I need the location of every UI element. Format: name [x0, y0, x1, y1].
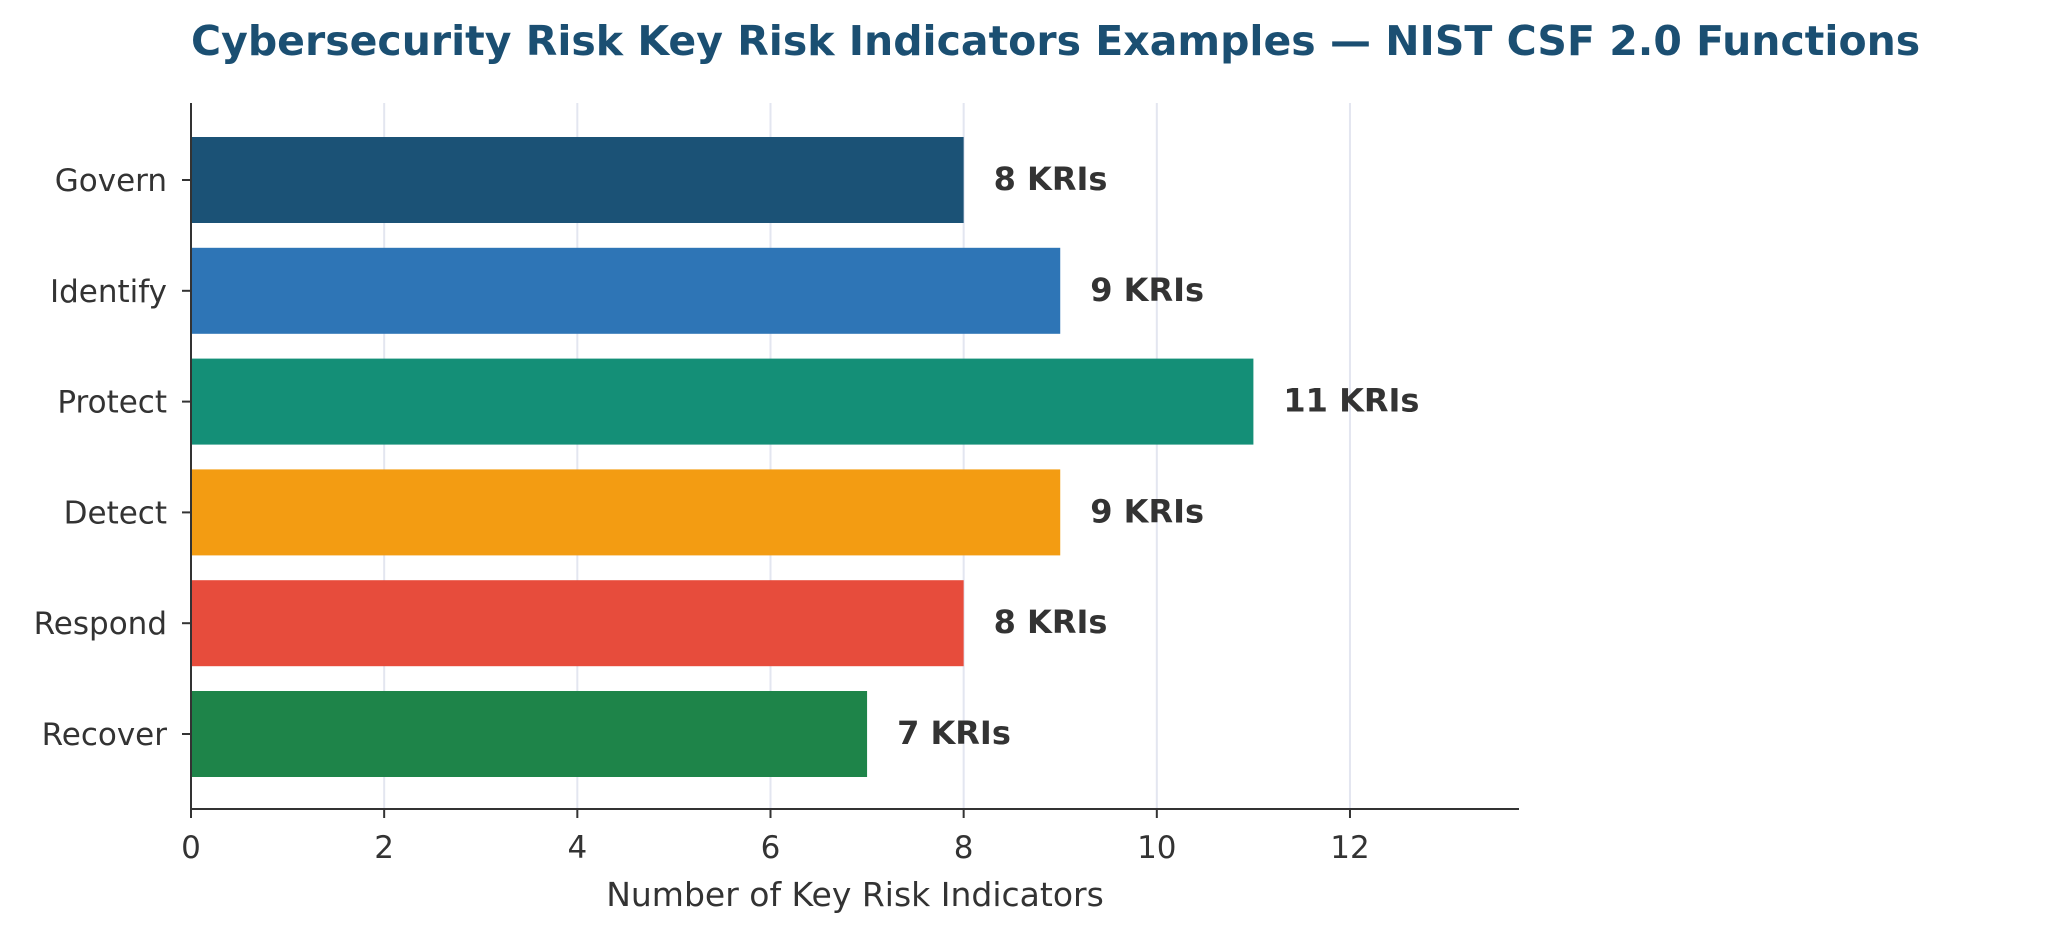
value-label-govern: 8 KRIs	[994, 160, 1108, 198]
x-tick-label: 2	[374, 830, 394, 866]
bar-recover	[191, 691, 868, 777]
bar-protect	[191, 358, 1254, 445]
bar-identify	[191, 247, 1061, 334]
bar-govern	[191, 137, 964, 223]
y-axis-ticks: Govern Identify Protect Detect Respond Recove…	[34, 163, 191, 753]
bar-respond	[191, 580, 964, 667]
value-label-recover: 7 KRIs	[897, 714, 1011, 752]
category-label-identify: Identify	[50, 274, 167, 310]
bar-detect	[191, 469, 1061, 556]
value-label-identify: 9 KRIs	[1090, 271, 1204, 309]
category-label-protect: Protect	[57, 385, 167, 421]
x-tick-label: 6	[761, 830, 781, 866]
x-tick-label: 8	[954, 830, 974, 866]
category-label-respond: Respond	[34, 606, 167, 642]
value-label-protect: 11 KRIs	[1283, 382, 1419, 420]
x-tick-label: 4	[567, 830, 587, 866]
chart-title: Cybersecurity Risk Key Risk Indicators E…	[191, 17, 1920, 65]
x-axis-title: Number of Key Risk Indicators	[606, 875, 1104, 914]
value-label-respond: 8 KRIs	[994, 603, 1108, 641]
value-labels: 8 KRIs 9 KRIs 11 KRIs 9 KRIs 8 KRIs 7 KRIs	[897, 160, 1419, 752]
x-tick-label: 12	[1330, 830, 1369, 866]
x-axis-ticks: 0 2 4 6 8 10 12	[181, 809, 1370, 866]
bars	[191, 137, 1254, 777]
category-label-detect: Detect	[64, 495, 167, 531]
x-tick-label: 10	[1137, 830, 1176, 866]
x-tick-label: 0	[181, 830, 201, 866]
category-label-recover: Recover	[42, 717, 168, 753]
category-label-govern: Govern	[55, 163, 167, 199]
value-label-detect: 9 KRIs	[1090, 492, 1204, 530]
